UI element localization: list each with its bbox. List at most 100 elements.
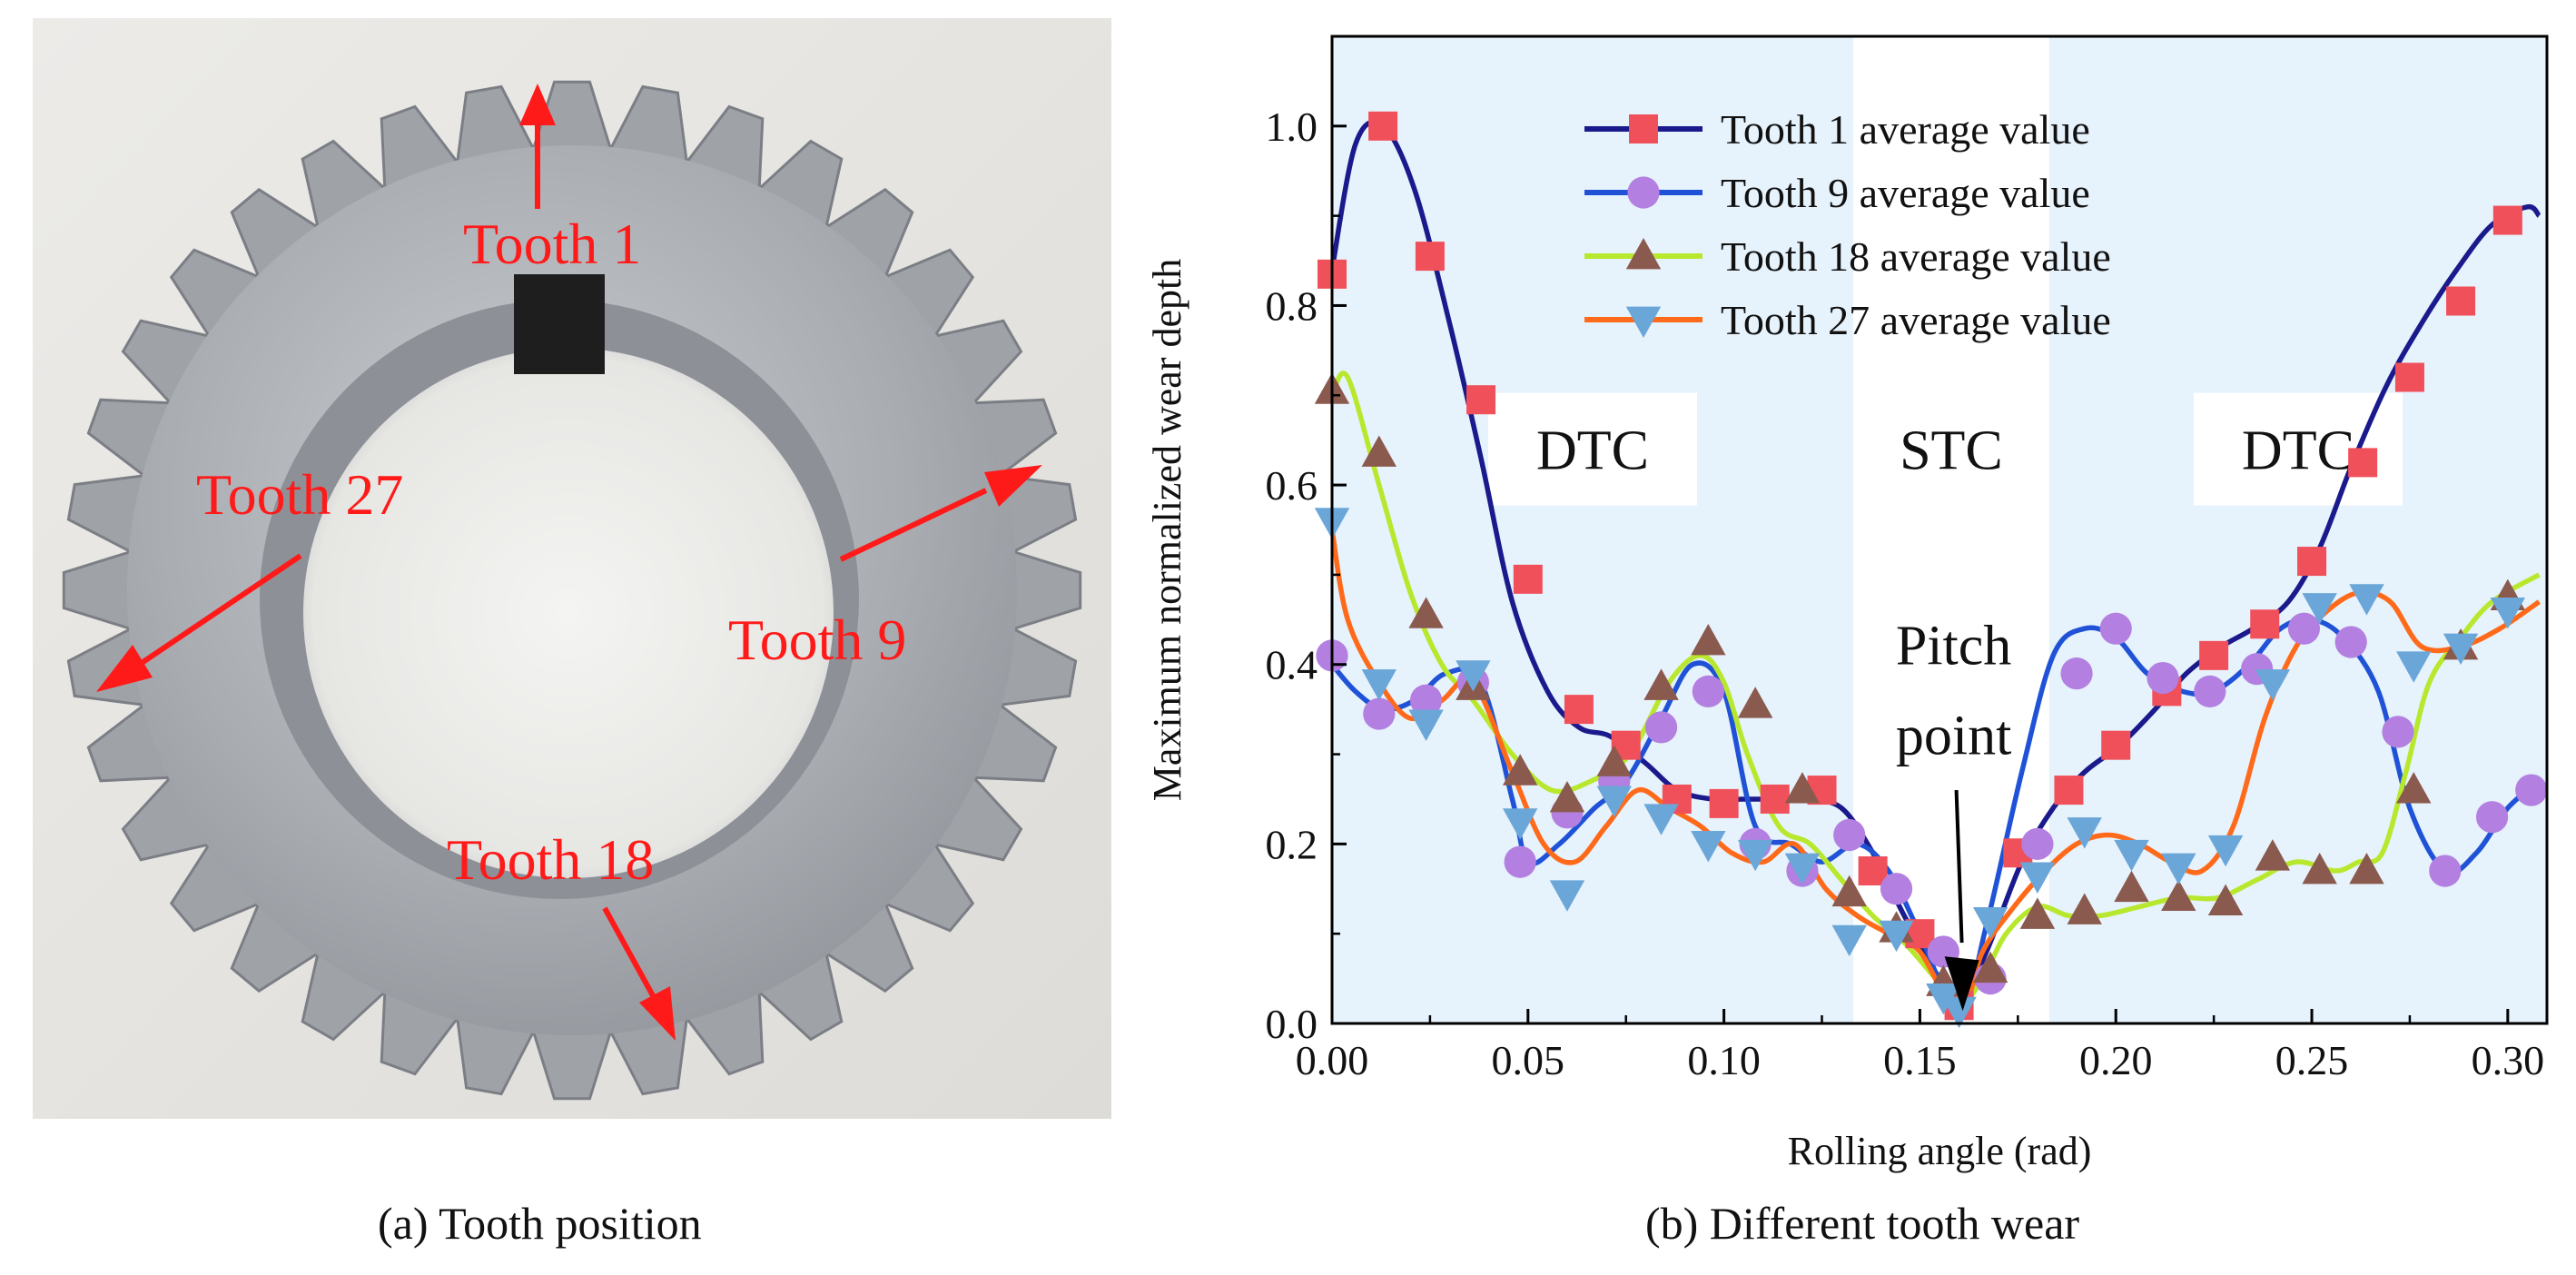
y-tick-label-2: 0.4 xyxy=(1266,642,1318,688)
series-0-marker-19 xyxy=(2250,609,2280,639)
series-2-marker-6 xyxy=(1596,745,1632,776)
legend-label-0: Tooth 1 average value xyxy=(1721,106,2090,153)
series-0-marker-16 xyxy=(2101,730,2131,760)
region-label-2: DTC xyxy=(2242,420,2354,482)
series-1-marker-25 xyxy=(2475,801,2509,834)
annotation-point: point xyxy=(1896,706,2011,767)
series-1-marker-26 xyxy=(2515,774,2548,806)
series-2-marker-1 xyxy=(1361,435,1397,467)
series-3-marker-1 xyxy=(1361,669,1397,701)
series-1-marker-17 xyxy=(2099,612,2132,645)
series-2-marker-21 xyxy=(2302,853,2337,885)
caption-panel-b: (b) Different tooth wear xyxy=(1645,1198,2080,1249)
series-2-marker-4 xyxy=(1502,754,1538,786)
series-2-marker-22 xyxy=(2349,853,2384,885)
series-2-marker-14 xyxy=(1972,951,2008,983)
legend-label-3: Tooth 27 average value xyxy=(1721,297,2111,343)
x-tick-label-2: 0.10 xyxy=(1687,1037,1761,1083)
series-1-marker-1 xyxy=(1363,697,1396,730)
series-1-marker-21 xyxy=(2287,612,2320,645)
series-0-marker-15 xyxy=(2054,776,2084,806)
x-tick-label-3: 0.15 xyxy=(1883,1037,1957,1083)
series-0-marker-21 xyxy=(2348,448,2378,478)
series-1-marker-23 xyxy=(2382,716,2414,748)
series-3-marker-18 xyxy=(2114,839,2149,872)
series-0-marker-5 xyxy=(1564,695,1594,725)
legend-marker-0 xyxy=(1629,114,1658,143)
label-tooth-27: Tooth 27 xyxy=(196,462,403,527)
plot-frame xyxy=(1330,35,2549,1025)
series-0-marker-9 xyxy=(1760,784,1790,814)
series-markers-2 xyxy=(1314,372,2526,996)
series-3-marker-16 xyxy=(2019,862,2056,894)
y-tick-label-5: 1.0 xyxy=(1266,104,1318,150)
legend-label-2: Tooth 18 average value xyxy=(1721,233,2111,280)
label-tooth-1: Tooth 1 xyxy=(463,212,641,276)
label-tooth-18: Tooth 18 xyxy=(447,827,654,892)
gear-bore xyxy=(303,348,834,878)
series-3-marker-21 xyxy=(2255,669,2291,701)
series-3-marker-24 xyxy=(2396,651,2432,683)
series-3-marker-9 xyxy=(1737,839,1773,872)
series-3-marker-26 xyxy=(2490,598,2526,629)
series-layer xyxy=(1314,111,2548,1029)
axes-layer: 0.00 0.05 0.10 0.15 0.20 0.25 0.30 0.0 0.2 0.4 0.6… xyxy=(1145,35,2549,1173)
y-tick-label-4: 0.8 xyxy=(1266,282,1318,329)
series-3-marker-14 xyxy=(1941,996,1977,1029)
region-label-0: DTC xyxy=(1536,420,1649,482)
x-tick-label-4: 0.20 xyxy=(2079,1037,2153,1083)
series-3-marker-20 xyxy=(2207,835,2244,867)
series-0-marker-3 xyxy=(1466,385,1496,415)
series-3-marker-23 xyxy=(2349,584,2384,616)
x-axis-title: Rolling angle (rad) xyxy=(1788,1129,2092,1173)
annotation-layer: Pitch point xyxy=(1896,616,2011,1012)
annotation-arrow-line xyxy=(1954,790,1964,944)
series-3-marker-11 xyxy=(1831,924,1867,957)
arrow-tooth-27 xyxy=(96,553,302,692)
series-0-marker-8 xyxy=(1709,788,1739,818)
series-0-marker-22 xyxy=(2394,362,2424,392)
series-3-marker-6 xyxy=(1596,786,1632,817)
label-tooth-9: Tooth 9 xyxy=(728,608,906,672)
series-2-marker-11 xyxy=(1831,875,1867,907)
series-2-marker-7 xyxy=(1643,668,1679,700)
series-1-marker-11 xyxy=(1833,818,1866,852)
series-2-marker-16 xyxy=(2067,893,2102,924)
x-tick-label-1: 0.05 xyxy=(1492,1037,1565,1083)
series-0-marker-18 xyxy=(2199,640,2229,670)
series-2-marker-8 xyxy=(1691,624,1726,656)
series-0-marker-4 xyxy=(1513,564,1543,594)
series-2-marker-2 xyxy=(1408,597,1444,628)
series-0-marker-2 xyxy=(1415,242,1445,272)
x-tick-label-5: 0.25 xyxy=(2275,1037,2349,1083)
series-3-marker-8 xyxy=(1691,830,1726,863)
annotation-pitch: Pitch xyxy=(1896,616,2011,677)
region-band-2 xyxy=(2048,36,2547,1023)
series-1-marker-24 xyxy=(2429,855,2462,887)
series-0-marker-1 xyxy=(1368,111,1398,141)
series-1-marker-12 xyxy=(1880,873,1913,905)
series-markers-0 xyxy=(1318,111,2522,1021)
keyway-slot xyxy=(514,274,605,374)
series-3-marker-10 xyxy=(1784,853,1821,885)
series-1-marker-2 xyxy=(1409,684,1443,717)
x-tick-label-0: 0.00 xyxy=(1296,1037,1369,1083)
series-0-marker-23 xyxy=(2446,286,2476,316)
series-3-marker-4 xyxy=(1502,808,1538,840)
caption-panel-a: (a) Tooth position xyxy=(378,1198,702,1249)
legend-marker-2 xyxy=(1625,238,1662,270)
series-1-marker-8 xyxy=(1692,675,1724,707)
series-3-marker-3 xyxy=(1456,660,1491,692)
region-label-box-0 xyxy=(1488,392,1698,506)
series-2-marker-5 xyxy=(1549,780,1585,813)
legend-label-1: Tooth 9 average value xyxy=(1721,170,2090,216)
series-2-marker-20 xyxy=(2255,839,2291,871)
series-2-marker-9 xyxy=(1737,687,1773,718)
series-1-marker-15 xyxy=(2021,827,2054,860)
series-2-marker-15 xyxy=(2019,897,2056,929)
series-1-marker-4 xyxy=(1504,845,1536,878)
legend-marker-1 xyxy=(1627,176,1660,209)
y-tick-label-0: 0.0 xyxy=(1266,1001,1318,1047)
